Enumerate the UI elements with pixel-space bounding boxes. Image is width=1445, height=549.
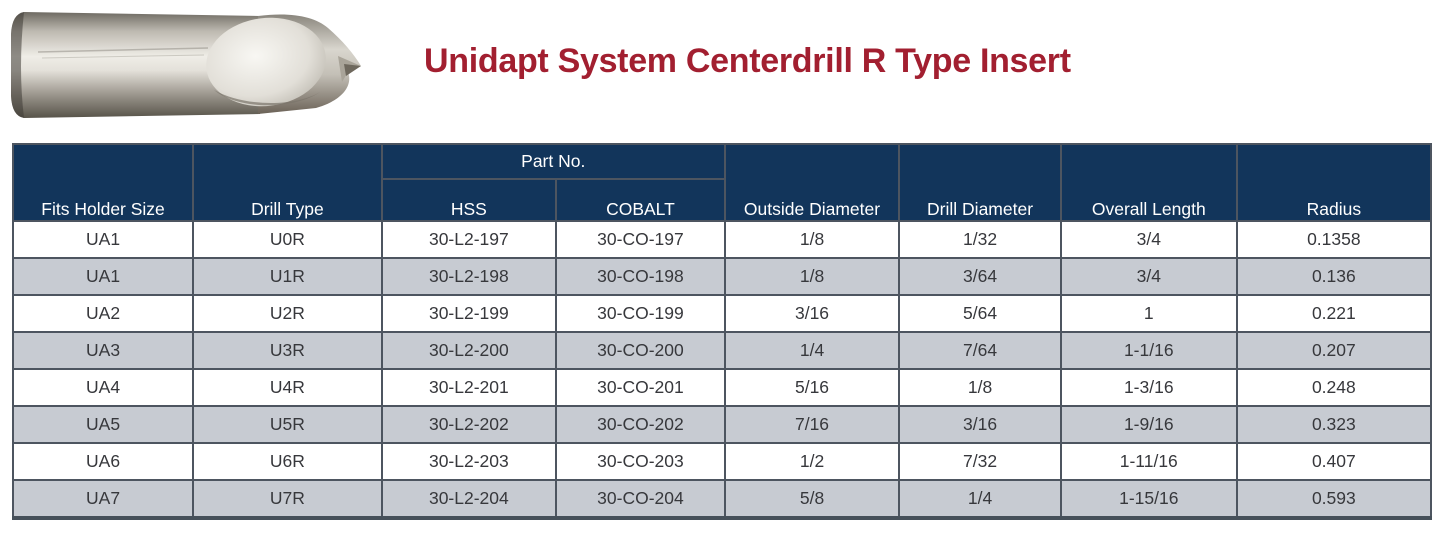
table-cell: U3R <box>192 331 383 370</box>
header-part-no-group: Part No. <box>380 143 726 180</box>
table-cell: 30-L2-197 <box>380 220 558 259</box>
table-cell: UA6 <box>11 442 195 481</box>
table-cell: 1/4 <box>723 331 901 370</box>
table-cell: U0R <box>192 220 383 259</box>
table-cell: 1/8 <box>723 220 901 259</box>
table-cell: 30-CO-204 <box>555 479 726 519</box>
table-cell: 30-L2-199 <box>380 294 558 333</box>
table-cell: 7/64 <box>898 331 1062 370</box>
centerdrill-photo-graphic <box>11 12 361 118</box>
header-hss: HSS <box>380 178 558 222</box>
table-row: UA4 U4R 30-L2-201 30-CO-201 5/16 1/8 1-3/16 0.2… <box>11 368 1433 407</box>
table-cell: 1/8 <box>898 368 1062 407</box>
table-cell: 5/64 <box>898 294 1062 333</box>
table-cell: 5/16 <box>723 368 901 407</box>
header-fits-holder-size: Fits Holder Size <box>11 143 195 222</box>
table-cell: UA1 <box>11 220 195 259</box>
header-radius: Radius <box>1235 143 1433 222</box>
table-cell: 5/8 <box>723 479 901 519</box>
table-cell: U5R <box>192 405 383 444</box>
table-cell: 30-L2-202 <box>380 405 558 444</box>
table-cell: 30-L2-203 <box>380 442 558 481</box>
table-cell: 0.323 <box>1235 405 1433 444</box>
table-row: UA1 U1R 30-L2-198 30-CO-198 1/8 3/64 3/4 0.136 <box>11 257 1433 296</box>
table-cell: 0.221 <box>1235 294 1433 333</box>
table-cell: 30-CO-199 <box>555 294 726 333</box>
table-cell: 30-L2-198 <box>380 257 558 296</box>
table-cell: 7/32 <box>898 442 1062 481</box>
centerdrill-photo <box>8 8 364 122</box>
table-cell: 30-CO-201 <box>555 368 726 407</box>
table-cell: U2R <box>192 294 383 333</box>
table-cell: 1-1/16 <box>1059 331 1238 370</box>
spec-table: Fits Holder Size Drill Type Part No. Out… <box>11 143 1433 520</box>
table-row: UA6 U6R 30-L2-203 30-CO-203 1/2 7/32 1-11/16 0.… <box>11 442 1433 481</box>
table-cell: 3/4 <box>1059 220 1238 259</box>
table-cell: 30-CO-198 <box>555 257 726 296</box>
table-cell: UA7 <box>11 479 195 519</box>
table-cell: 30-L2-204 <box>380 479 558 519</box>
table-cell: 30-L2-200 <box>380 331 558 370</box>
table-cell: 1-9/16 <box>1059 405 1238 444</box>
table-cell: 0.207 <box>1235 331 1433 370</box>
table-row: UA1 U0R 30-L2-197 30-CO-197 1/8 1/32 3/4 0.1358 <box>11 220 1433 259</box>
table-cell: 0.593 <box>1235 479 1433 519</box>
table-body: UA1 U0R 30-L2-197 30-CO-197 1/8 1/32 3/4 0.1358… <box>11 220 1433 519</box>
table-cell: U1R <box>192 257 383 296</box>
table-cell: UA1 <box>11 257 195 296</box>
table-row: UA2 U2R 30-L2-199 30-CO-199 3/16 5/64 1 0.221 <box>11 294 1433 333</box>
table-header: Fits Holder Size Drill Type Part No. Out… <box>11 143 1433 222</box>
table-cell: 1/32 <box>898 220 1062 259</box>
table-cell: UA2 <box>11 294 195 333</box>
table-row: UA3 U3R 30-L2-200 30-CO-200 1/4 7/64 1-1/16 0.2… <box>11 331 1433 370</box>
table-cell: 1 <box>1059 294 1238 333</box>
table-cell: U6R <box>192 442 383 481</box>
table-cell: 30-CO-197 <box>555 220 726 259</box>
header-outside-diameter: Outside Diameter <box>723 143 901 222</box>
header-overall-length: Overall Length <box>1059 143 1238 222</box>
table-cell: 1/2 <box>723 442 901 481</box>
table-row: UA5 U5R 30-L2-202 30-CO-202 7/16 3/16 1-9/16 0.… <box>11 405 1433 444</box>
table-cell: UA4 <box>11 368 195 407</box>
header-drill-diameter: Drill Diameter <box>898 143 1062 222</box>
page-title: Unidapt System Centerdrill R Type Insert <box>424 42 1071 80</box>
table-cell: 30-L2-201 <box>380 368 558 407</box>
table-cell: 30-CO-200 <box>555 331 726 370</box>
table-cell: 3/4 <box>1059 257 1238 296</box>
table-cell: 30-CO-203 <box>555 442 726 481</box>
table-cell: U4R <box>192 368 383 407</box>
table-row: UA7 U7R 30-L2-204 30-CO-204 5/8 1/4 1-15/16 0.5… <box>11 479 1433 519</box>
header-drill-type: Drill Type <box>192 143 383 222</box>
table-cell: UA3 <box>11 331 195 370</box>
table-cell: 30-CO-202 <box>555 405 726 444</box>
table-cell: 7/16 <box>723 405 901 444</box>
table-cell: 3/16 <box>898 405 1062 444</box>
header-cobalt: COBALT <box>555 178 726 222</box>
table-cell: 0.1358 <box>1235 220 1433 259</box>
table-cell: U7R <box>192 479 383 519</box>
table-cell: 1/4 <box>898 479 1062 519</box>
table-cell: 3/16 <box>723 294 901 333</box>
table-cell: UA5 <box>11 405 195 444</box>
table-cell: 1-15/16 <box>1059 479 1238 519</box>
table-cell: 3/64 <box>898 257 1062 296</box>
table-cell: 1/8 <box>723 257 901 296</box>
table-cell: 1-11/16 <box>1059 442 1238 481</box>
table-cell: 0.248 <box>1235 368 1433 407</box>
table-cell: 0.407 <box>1235 442 1433 481</box>
table-cell: 0.136 <box>1235 257 1433 296</box>
table-cell: 1-3/16 <box>1059 368 1238 407</box>
